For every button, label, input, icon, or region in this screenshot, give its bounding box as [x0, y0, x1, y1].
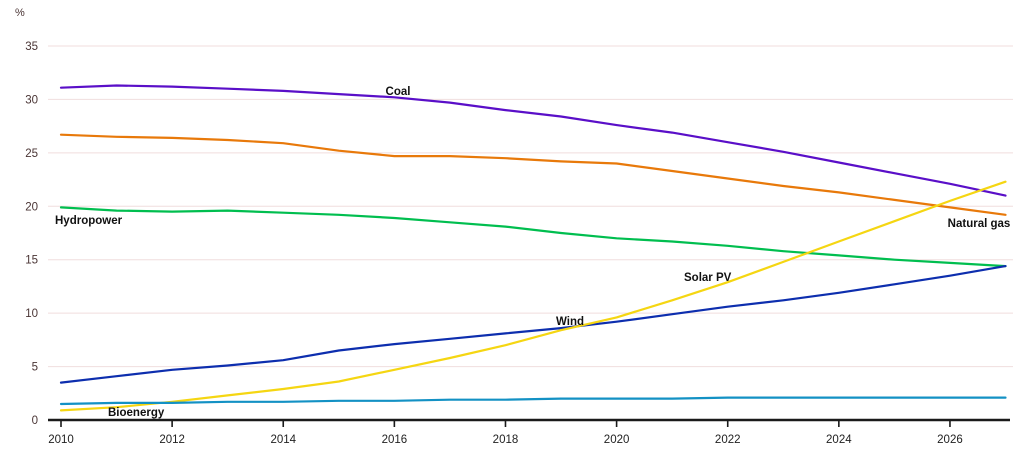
- x-tick-label: 2022: [715, 434, 741, 446]
- y-tick-label: 30: [25, 94, 38, 106]
- y-tick-label: 15: [25, 255, 38, 267]
- x-tick-label: 2026: [937, 434, 963, 446]
- series-label-wind: Wind: [556, 316, 584, 328]
- series-line-wind: [59, 265, 1007, 384]
- series-line-coal: [59, 84, 1007, 197]
- series-label-coal: Coal: [386, 86, 411, 98]
- x-tick-label: 2012: [159, 434, 185, 446]
- series-line-natural-gas: [59, 133, 1007, 216]
- series-label-hydropower: Hydropower: [55, 215, 123, 227]
- series-line-hydropower: [59, 206, 1007, 268]
- x-tick-label: 2018: [493, 434, 519, 446]
- x-tick-label: 2016: [382, 434, 408, 446]
- y-tick-label: 25: [25, 148, 38, 160]
- series-line-bioenergy: [59, 396, 1007, 406]
- y-tick-label: 10: [25, 308, 38, 320]
- series-label-solar-pv: Solar PV: [684, 272, 732, 284]
- y-tick-label: 0: [32, 415, 38, 427]
- x-tick-label: 2020: [604, 434, 630, 446]
- x-tick-label: 2010: [48, 434, 74, 446]
- x-tick-label: 2024: [826, 434, 852, 446]
- x-tick-label: 2014: [270, 434, 296, 446]
- series-line-solar-pv: [59, 180, 1007, 412]
- y-tick-label: 5: [32, 362, 38, 374]
- y-axis-unit-label: %: [15, 7, 25, 19]
- series-label-bioenergy: Bioenergy: [108, 407, 165, 419]
- y-tick-label: 20: [25, 201, 38, 213]
- series-label-natural-gas: Natural gas: [948, 218, 1011, 230]
- y-tick-label: 35: [25, 41, 38, 53]
